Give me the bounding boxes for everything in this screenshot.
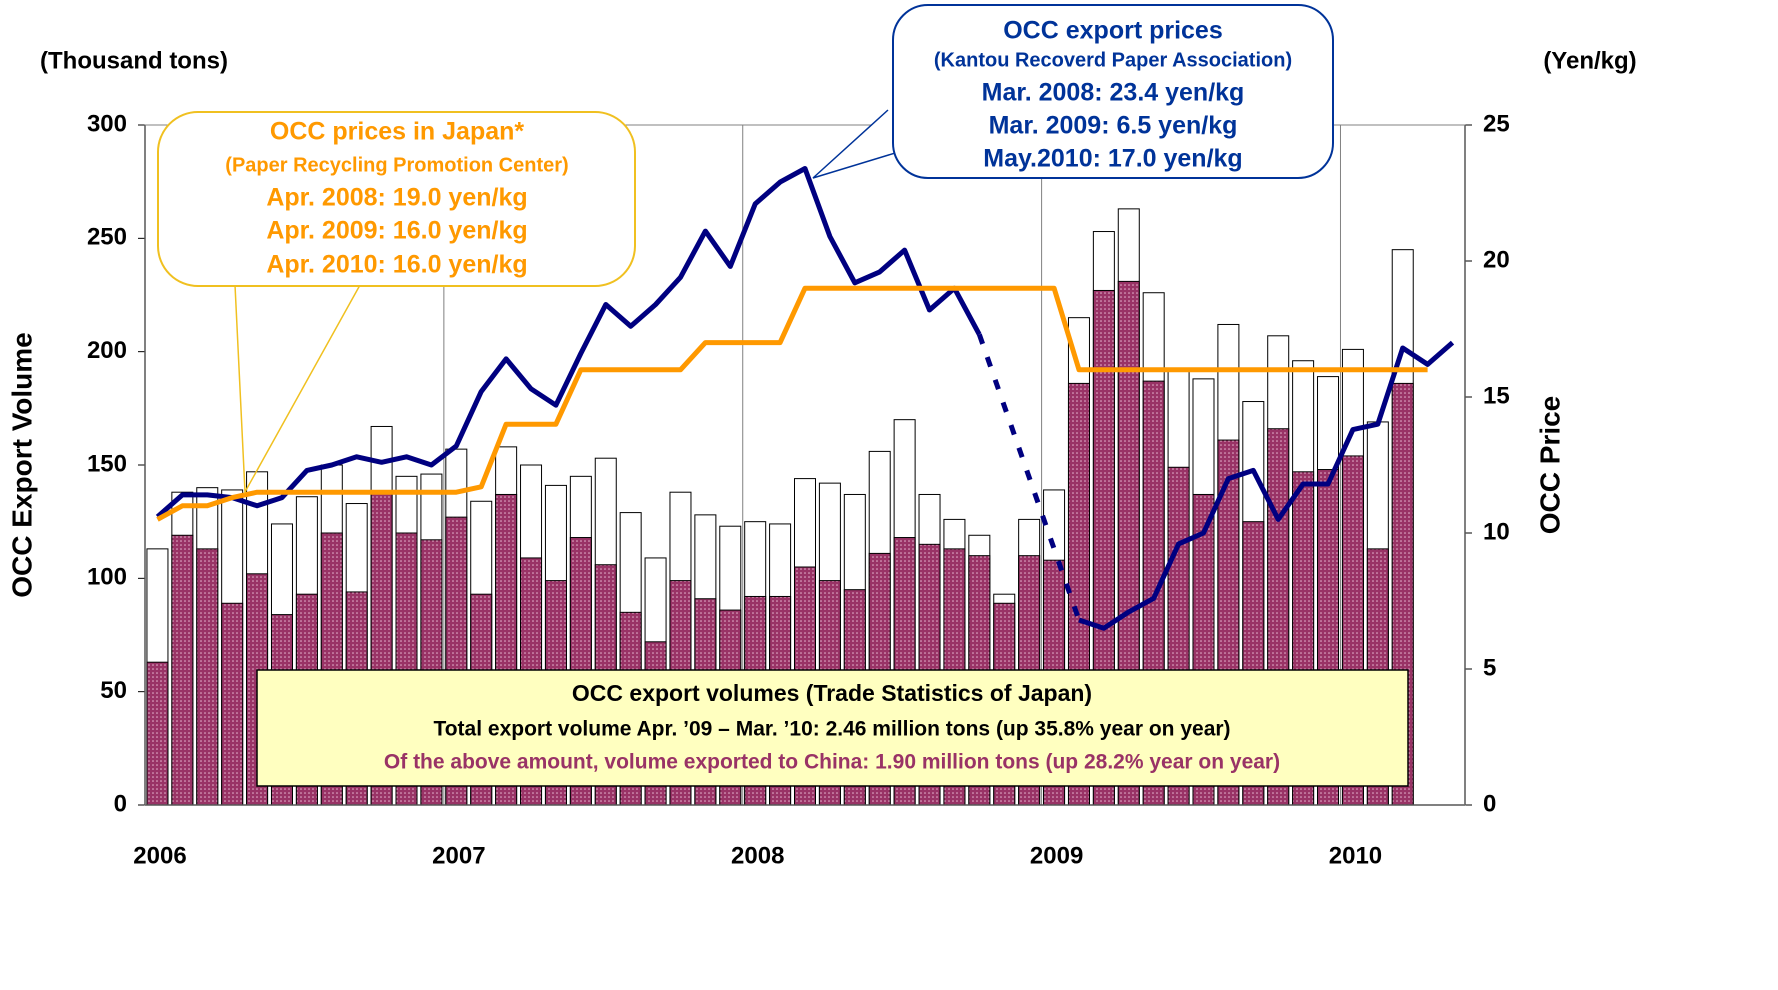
- x-tick-label: 2007: [432, 842, 485, 869]
- callout-box: [892, 4, 1334, 179]
- y-tick-label: 0: [114, 790, 127, 817]
- callout-box: [157, 111, 636, 287]
- line: [1078, 340, 1455, 631]
- bar: [196, 548, 219, 806]
- bar: [171, 534, 194, 806]
- callout-pointer: [234, 284, 361, 495]
- annotation: (Kantou Recoverd Paper Association): [934, 49, 1292, 71]
- callout-pointer: [812, 109, 906, 179]
- y2-tick-label: 20: [1483, 246, 1510, 273]
- annotation: Mar. 2009: 6.5 yen/kg: [989, 112, 1238, 140]
- annotation: Apr. 2009: 16.0 yen/kg: [266, 217, 527, 245]
- annotation: Total export volume Apr. ’09 – Mar. ’10:…: [433, 718, 1230, 741]
- note-box: [256, 669, 1409, 787]
- y2-unit: (Yen/kg): [1543, 47, 1636, 74]
- y2-tick-label: 25: [1483, 110, 1510, 137]
- annotation: OCC prices in Japan*: [270, 118, 525, 146]
- line-gap: [976, 333, 1082, 621]
- line: [155, 166, 982, 519]
- y-tick-label: 50: [100, 677, 127, 704]
- annotation: Apr. 2008: 19.0 yen/kg: [266, 184, 527, 212]
- annotation: May.2010: 17.0 yen/kg: [983, 145, 1242, 173]
- plot-frame: [144, 124, 1466, 806]
- annotation: Mar. 2008: 23.4 yen/kg: [982, 79, 1245, 107]
- annotation: OCC export volumes (Trade Statistics of …: [572, 680, 1092, 706]
- y-tick-label: 100: [87, 564, 127, 591]
- annotation: Apr. 2010: 16.0 yen/kg: [266, 251, 527, 279]
- y2-axis-title: OCC Price: [1534, 396, 1565, 535]
- annotation: OCC export prices: [1003, 17, 1223, 45]
- y2-tick-label: 10: [1483, 518, 1510, 545]
- annotation: Of the above amount, volume exported to …: [384, 751, 1280, 774]
- x-tick-label: 2008: [731, 842, 784, 869]
- y-unit: (Thousand tons): [40, 47, 228, 74]
- y2-tick-label: 15: [1483, 382, 1510, 409]
- bar: [146, 661, 169, 806]
- y2-tick-label: 0: [1483, 790, 1496, 817]
- line: [156, 285, 1428, 522]
- x-tick-label: 2006: [133, 842, 186, 869]
- y-tick-label: 300: [87, 110, 127, 137]
- x-tick-label: 2009: [1030, 842, 1083, 869]
- overlay: OCC prices in Japan* (Paper Recycling Pro…: [157, 4, 1409, 787]
- y-tick-label: 150: [87, 450, 127, 477]
- y-tick-label: 200: [87, 337, 127, 364]
- y-tick-label: 250: [87, 224, 127, 251]
- y-axis-title: OCC Export Volume: [6, 332, 37, 598]
- y2-tick-label: 5: [1483, 654, 1496, 681]
- annotation: (Paper Recycling Promotion Center): [225, 154, 568, 176]
- bar: [221, 602, 244, 806]
- x-tick-label: 2010: [1329, 842, 1382, 869]
